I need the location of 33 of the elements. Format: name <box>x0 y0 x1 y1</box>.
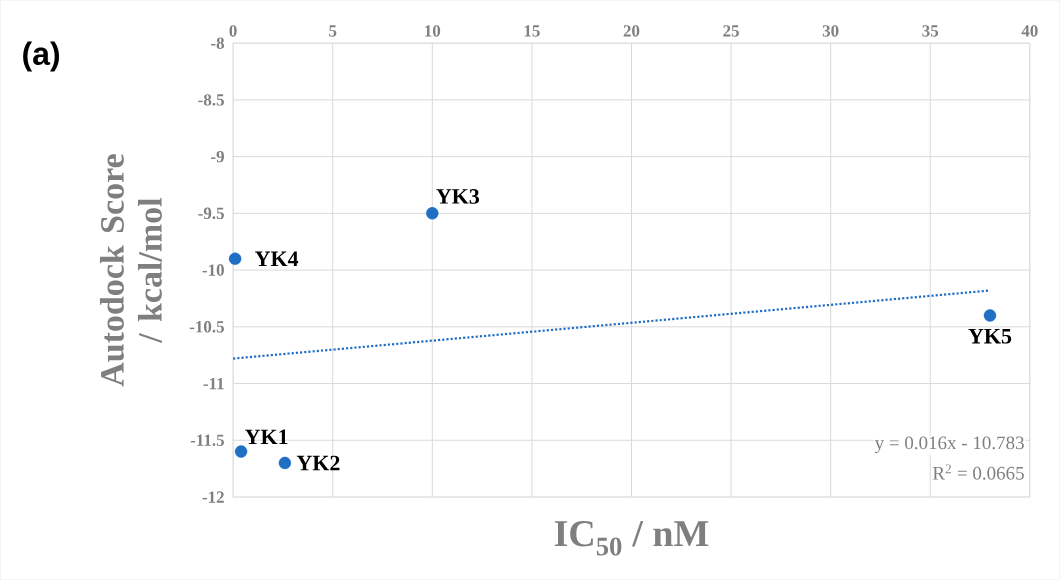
point <box>234 445 248 458</box>
y-tick-label: -9.5 <box>198 207 224 220</box>
annotation: YK2 <box>296 455 340 471</box>
x-tick-label: 30 <box>822 25 839 37</box>
annotation: YK3 <box>436 188 480 204</box>
x-tick-label: 15 <box>524 25 540 37</box>
x-axis-title: IC$_{50}$ / nM <box>554 520 709 556</box>
point <box>983 309 997 322</box>
x-tick-label: 35 <box>922 25 939 37</box>
x-tick-label: 20 <box>623 25 640 37</box>
y-tick-label: -11.5 <box>190 434 224 446</box>
point <box>278 456 292 470</box>
annotation: YK1 <box>245 429 288 445</box>
annotation: YK5 <box>968 328 1012 344</box>
x-tick-label: 40 <box>1021 25 1038 37</box>
y-tick-label: -12 <box>202 491 224 503</box>
y-tick-label: -11 <box>203 377 224 390</box>
annotation: YK4 <box>255 251 299 266</box>
y-tick-label: -9 <box>211 150 224 163</box>
y-tick-label: -8.5 <box>198 94 224 106</box>
y-tick-label: -10.5 <box>189 320 224 333</box>
x-tick-label: 25 <box>723 25 739 37</box>
y-axis-title: Autodock Score / kcal/mol <box>99 154 162 387</box>
x-tick-label: 5 <box>329 25 337 37</box>
point <box>228 252 242 265</box>
y-tick-label: -8 <box>211 37 225 49</box>
annotation: R$^{2}$ = 0.0665 <box>932 464 1024 480</box>
x-tick-label: 0 <box>229 25 237 37</box>
point <box>426 207 439 220</box>
x-tick-label: 10 <box>425 25 441 37</box>
y-tick-label: -10 <box>202 264 224 276</box>
annotation: y = 0.016x - 10.783 <box>874 436 1024 454</box>
text: (a) <box>23 41 60 72</box>
